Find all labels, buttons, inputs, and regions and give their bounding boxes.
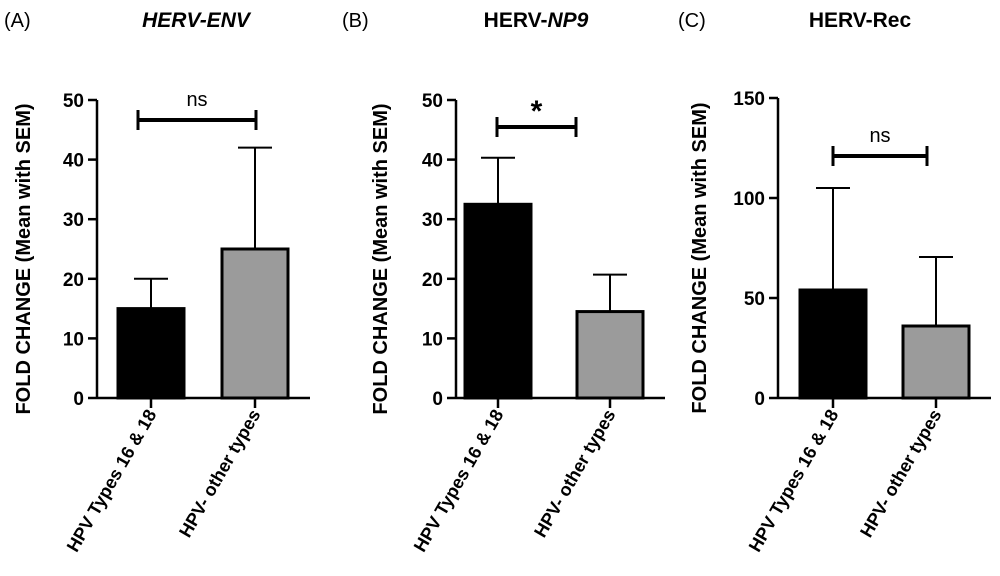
y-tick-label: 20	[422, 270, 443, 291]
category-label: HPV- other types	[530, 406, 619, 541]
y-tick-label: 100	[733, 189, 765, 210]
category-label: HPV Types 16 & 18	[63, 406, 161, 555]
bar	[463, 202, 533, 400]
y-tick-label: 0	[432, 389, 443, 410]
bar	[575, 310, 645, 400]
significance-label: *	[531, 95, 543, 128]
bar	[116, 307, 186, 400]
panel-a: (A) HERV-ENV FOLD CHANGE (Mean with SEM) 0 1…	[4, 9, 310, 555]
y-axis-label: FOLD CHANGE (Mean with SEM)	[13, 103, 35, 414]
category-label: HPV Types 16 & 18	[745, 406, 843, 555]
panel-label: (B)	[342, 10, 369, 32]
bar	[220, 247, 290, 400]
panel-title: HERV-NP9	[484, 9, 589, 32]
panel-label: (A)	[4, 10, 31, 32]
bar	[901, 324, 971, 400]
y-tick-label: 10	[63, 329, 84, 350]
panel-title: HERV-Rec	[809, 9, 912, 32]
y-axis-label: FOLD CHANGE (Mean with SEM)	[370, 103, 392, 414]
y-tick-label: 50	[744, 289, 765, 310]
panel-title-part: HERV-ENV	[142, 9, 252, 32]
y-tick-label: 30	[422, 210, 443, 231]
bar	[798, 288, 868, 400]
y-tick-label: 150	[733, 89, 765, 110]
significance-label: ns	[186, 89, 207, 111]
y-tick-label: 20	[63, 270, 84, 291]
y-tick-label: 10	[422, 329, 443, 350]
y-tick-label: 30	[63, 210, 84, 231]
y-tick-label: 0	[754, 389, 765, 410]
y-tick-label: 0	[73, 389, 84, 410]
y-tick-label: 50	[63, 91, 84, 112]
panel-title-part: HERV-Rec	[809, 9, 912, 32]
y-tick-label: 40	[63, 151, 84, 172]
category-label: HPV- other types	[175, 406, 264, 541]
y-tick-label: 40	[422, 151, 443, 172]
panel-b: (B) HERV-NP9 FOLD CHANGE (Mean with SEM) 0 1…	[342, 9, 665, 555]
y-tick-label: 50	[422, 91, 443, 112]
category-label: HPV Types 16 & 18	[410, 406, 508, 555]
panel-c: (C) HERV-Rec FOLD CHANGE (Mean with SEM) 0 5…	[678, 9, 991, 555]
significance-label: ns	[869, 125, 890, 147]
panel-title: HERV-ENV	[142, 9, 252, 32]
panel-label: (C)	[678, 10, 706, 32]
category-label: HPV- other types	[856, 406, 945, 541]
y-axis-label: FOLD CHANGE (Mean with SEM)	[689, 102, 711, 413]
panel-title-part: NP9	[547, 9, 588, 32]
panel-title-part: HERV-	[484, 9, 548, 32]
